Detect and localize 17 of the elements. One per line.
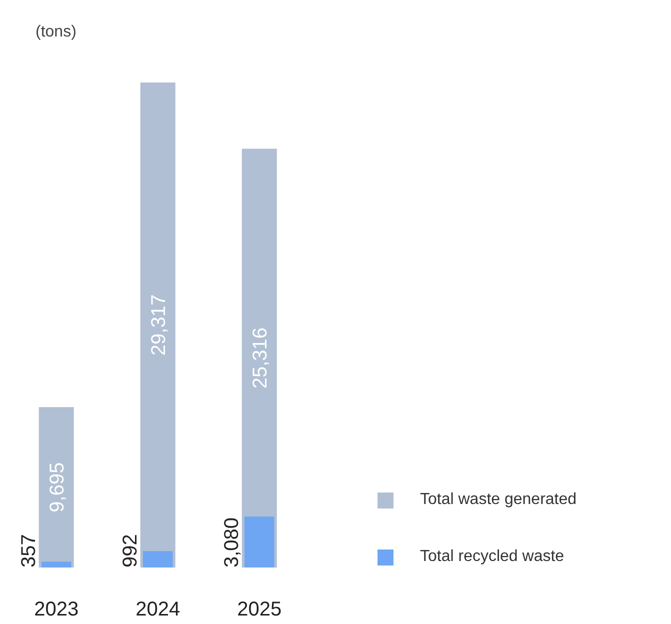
x-tick-label: 2023 xyxy=(34,598,79,620)
data-label: 3,080 xyxy=(220,517,243,568)
x-tick-label: 2024 xyxy=(136,598,180,620)
legend-label: Total recycled waste xyxy=(420,548,564,566)
y-axis-title: (tons) xyxy=(36,24,76,40)
bar xyxy=(140,82,176,568)
data-label: 29,317 xyxy=(148,294,170,356)
bar xyxy=(38,407,74,568)
legend-label: Total waste generated xyxy=(420,491,577,509)
bar xyxy=(244,516,274,568)
data-label: 25,316 xyxy=(249,328,272,389)
data-label: 9,695 xyxy=(46,462,68,512)
bar xyxy=(41,562,72,568)
data-label: 992 xyxy=(119,534,142,568)
x-tick-label: 2025 xyxy=(237,598,282,620)
data-label: 357 xyxy=(18,534,40,568)
bar xyxy=(142,551,173,568)
